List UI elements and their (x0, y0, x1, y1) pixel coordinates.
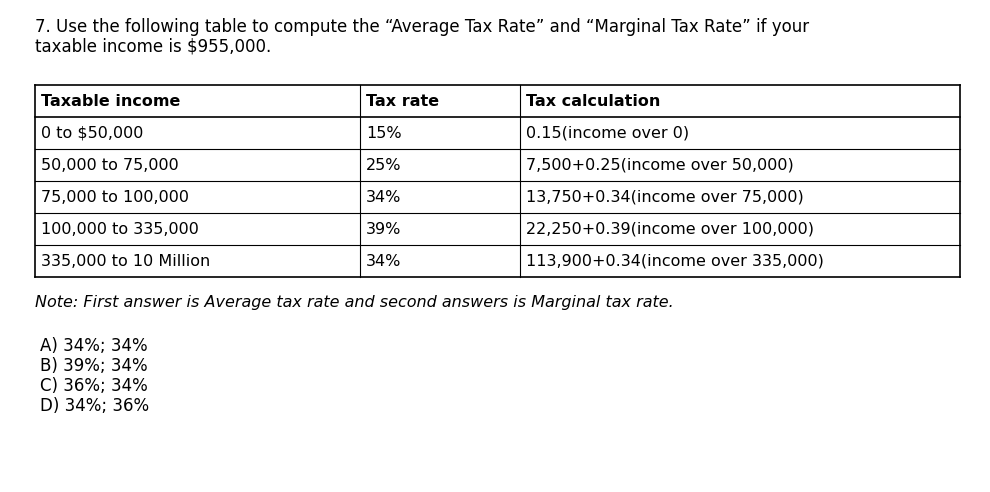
Text: B) 39%; 34%: B) 39%; 34% (40, 357, 148, 375)
Text: Taxable income: Taxable income (41, 93, 180, 109)
Text: Note: First answer is Average tax rate and second answers is Marginal tax rate.: Note: First answer is Average tax rate a… (35, 295, 674, 310)
Text: 39%: 39% (366, 221, 401, 237)
Text: Tax rate: Tax rate (366, 93, 440, 109)
Text: D) 34%; 36%: D) 34%; 36% (40, 397, 149, 415)
Text: 0 to $50,000: 0 to $50,000 (41, 125, 144, 141)
Text: C) 36%; 34%: C) 36%; 34% (40, 377, 148, 395)
Text: Tax calculation: Tax calculation (526, 93, 660, 109)
Text: 0.15(income over 0): 0.15(income over 0) (526, 125, 689, 141)
Text: 113,900+0.34(income over 335,000): 113,900+0.34(income over 335,000) (526, 253, 824, 269)
Text: 34%: 34% (366, 253, 401, 269)
Text: 7. Use the following table to compute the “Average Tax Rate” and “Marginal Tax R: 7. Use the following table to compute th… (35, 18, 809, 36)
Text: 7,500+0.25(income over 50,000): 7,500+0.25(income over 50,000) (526, 157, 794, 173)
Text: 335,000 to 10 Million: 335,000 to 10 Million (41, 253, 210, 269)
Text: 100,000 to 335,000: 100,000 to 335,000 (41, 221, 199, 237)
Text: 50,000 to 75,000: 50,000 to 75,000 (41, 157, 179, 173)
Text: taxable income is $955,000.: taxable income is $955,000. (35, 38, 271, 56)
Text: 22,250+0.39(income over 100,000): 22,250+0.39(income over 100,000) (526, 221, 814, 237)
Text: A) 34%; 34%: A) 34%; 34% (40, 337, 148, 355)
Text: 13,750+0.34(income over 75,000): 13,750+0.34(income over 75,000) (526, 189, 804, 205)
Text: 34%: 34% (366, 189, 401, 205)
Text: 25%: 25% (366, 157, 402, 173)
Text: 75,000 to 100,000: 75,000 to 100,000 (41, 189, 189, 205)
Text: 15%: 15% (366, 125, 402, 141)
